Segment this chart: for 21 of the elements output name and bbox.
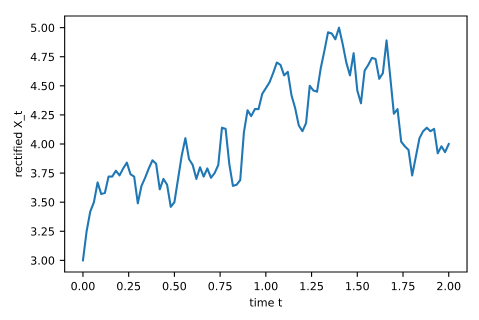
x-tick-label: 0.75 xyxy=(208,282,232,290)
x-tick-label: 0.25 xyxy=(117,282,140,290)
y-tick-label: 4.75 xyxy=(30,52,54,62)
y-tick-label: 4.00 xyxy=(30,140,54,148)
x-axis-title: time t xyxy=(250,298,282,307)
x-tick-label: 0.50 xyxy=(162,282,186,290)
x-tick-label: 0.00 xyxy=(71,282,95,290)
x-tick-label: 2.00 xyxy=(437,282,460,290)
y-tick-label: 3.25 xyxy=(31,227,54,236)
y-tick-label: 3.75 xyxy=(31,169,54,178)
line-series xyxy=(82,26,450,262)
y-axis-title: rectified X_t xyxy=(14,110,25,176)
y-tick-label: 3.50 xyxy=(31,198,54,207)
y-tick-label: 5.00 xyxy=(31,24,54,32)
y-tick-label: 4.50 xyxy=(30,82,54,90)
y-tick-label: 4.25 xyxy=(30,110,54,120)
x-tick-label: 1.25 xyxy=(300,282,323,290)
x-tick-label: 1.50 xyxy=(346,282,369,290)
y-tick-label: 3.00 xyxy=(31,256,54,265)
x-tick-label: 1.75 xyxy=(392,282,414,290)
x-tick-label: 1.00 xyxy=(254,282,278,290)
